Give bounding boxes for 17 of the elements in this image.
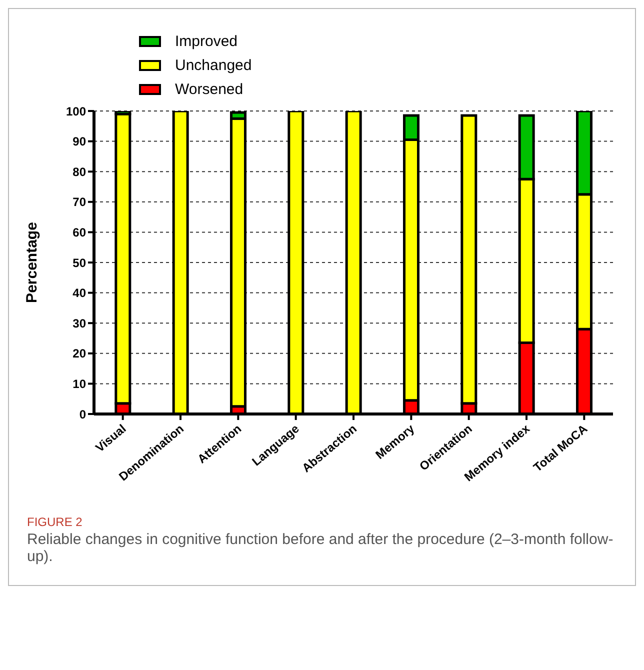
caption: FIGURE 2 [27, 515, 84, 529]
y-tick-label: 50 [72, 256, 86, 270]
y-tick-label: 0 [79, 407, 86, 422]
y-tick-label: 100 [66, 104, 86, 118]
legend-label: Worsened [175, 80, 244, 98]
text: Reliable changes in cognitive function before and after the procedure (2–3-month follow-up). [27, 531, 614, 565]
y-tick-label: 40 [72, 286, 86, 300]
y-tick-label: 70 [72, 195, 86, 210]
legend-label: Unchanged [175, 56, 252, 74]
y-axis-title: Percentage [23, 222, 40, 303]
legend-label: Improved [175, 32, 238, 50]
y-tick-label: 60 [72, 225, 86, 240]
y-tick-label: 90 [72, 134, 86, 149]
y-tick-label: 80 [72, 164, 86, 179]
y-tick-label: 20 [72, 346, 86, 361]
y-tick-label: 10 [72, 376, 86, 391]
y-tick-label: 30 [72, 316, 86, 330]
